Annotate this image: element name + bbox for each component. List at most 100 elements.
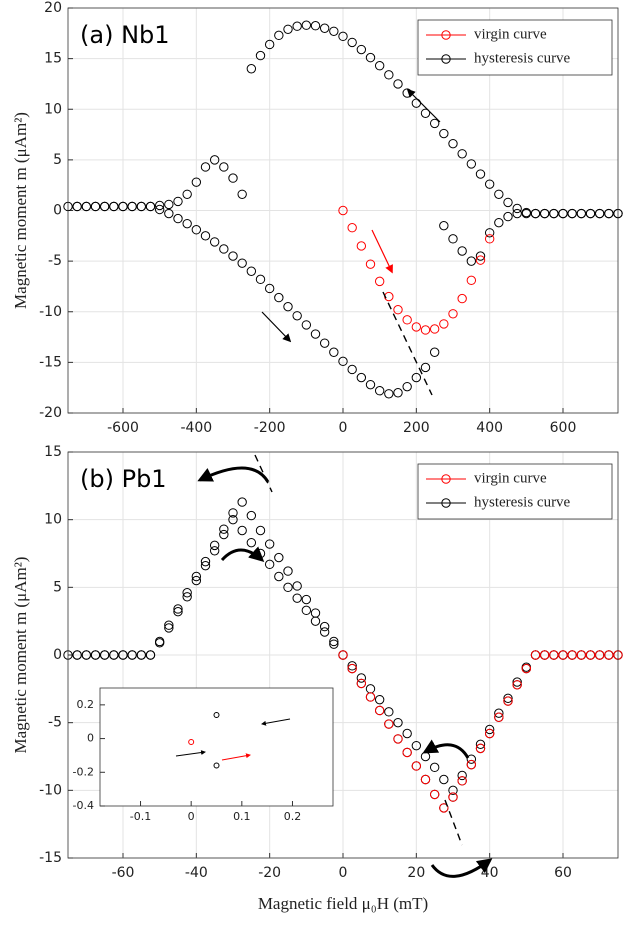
- data-point: [228, 508, 238, 518]
- legend-marker: [441, 30, 451, 40]
- data-point: [484, 724, 495, 735]
- data-point: [209, 546, 220, 556]
- data-point: [466, 159, 477, 169]
- data-point: [521, 663, 532, 674]
- data-point: [246, 266, 257, 276]
- data-point: [374, 694, 385, 705]
- data-point: [402, 381, 412, 392]
- x-tick-label: 200: [403, 420, 430, 436]
- y-tick-label: 10: [44, 512, 62, 528]
- data-point: [365, 379, 376, 390]
- data-point: [494, 712, 504, 722]
- data-point: [219, 162, 229, 172]
- data-point: [301, 594, 312, 605]
- x-tick-label: -200: [254, 420, 286, 436]
- data-point: [191, 575, 202, 586]
- data-point: [411, 372, 422, 383]
- y-tick-label: 15: [44, 51, 62, 67]
- data-point: [347, 364, 357, 375]
- legend-label: hysteresis curve: [474, 494, 571, 510]
- y-tick-label: 5: [53, 579, 62, 595]
- legend-label: virgin curve: [474, 470, 547, 486]
- data-point: [228, 514, 238, 525]
- data-point: [213, 762, 220, 769]
- arrow: [261, 311, 292, 343]
- curved-arrow: [220, 546, 265, 563]
- data-point: [283, 24, 293, 34]
- data-point: [173, 606, 183, 617]
- data-point: [118, 201, 128, 212]
- data-point: [448, 785, 458, 796]
- legend-marker: [441, 498, 451, 508]
- data-point: [457, 293, 467, 304]
- data-point: [173, 213, 183, 224]
- data-point: [310, 608, 321, 618]
- data-point: [448, 138, 458, 149]
- data-point: [576, 650, 587, 660]
- x-tick-label: 40: [481, 865, 499, 881]
- axes-frame: [67, 7, 619, 414]
- legend-label: hysteresis curve: [474, 50, 571, 66]
- y-tick-label: -0.2: [73, 765, 94, 778]
- data-point: [457, 149, 467, 159]
- data-point: [530, 650, 541, 660]
- data-point: [213, 711, 220, 718]
- data-point: [503, 211, 513, 222]
- data-point: [301, 605, 312, 616]
- data-point: [365, 259, 376, 269]
- data-point: [356, 678, 367, 689]
- panel-label: (b) Pb1: [80, 465, 167, 493]
- data-point: [301, 20, 312, 30]
- data-point: [484, 728, 495, 739]
- legend-box: [417, 19, 613, 76]
- data-point: [475, 169, 486, 179]
- data-point: [466, 754, 477, 764]
- curved-arrow: [197, 466, 270, 483]
- data-point: [402, 747, 412, 758]
- data-point: [338, 31, 348, 42]
- data-point: [429, 789, 440, 800]
- data-point: [384, 389, 394, 399]
- data-point: [90, 201, 101, 212]
- data-point: [384, 70, 394, 80]
- x-axis-label: Magnetic field μ₀H (mT): [258, 894, 428, 913]
- data-point: [90, 650, 101, 660]
- data-point: [356, 673, 367, 683]
- x-tick-label: -600: [107, 420, 139, 436]
- data-point: [136, 650, 147, 660]
- data-point: [475, 739, 486, 750]
- data-point: [319, 23, 330, 33]
- data-point: [429, 347, 440, 357]
- data-point: [72, 650, 82, 660]
- data-point: [393, 734, 403, 744]
- data-point: [347, 223, 357, 233]
- data-point: [283, 566, 293, 576]
- y-tick-label: -5: [48, 715, 62, 731]
- data-point: [164, 199, 174, 210]
- data-point: [539, 208, 550, 219]
- data-point: [567, 208, 577, 219]
- data-point: [329, 636, 339, 647]
- data-point: [219, 244, 229, 254]
- data-point: [274, 292, 284, 303]
- y-tick-label: 0.2: [77, 698, 95, 711]
- x-tick-label: 60: [554, 865, 572, 881]
- y-tick-label: 15: [44, 444, 62, 460]
- data-point: [182, 592, 192, 602]
- y-tick-label: 0: [53, 647, 62, 663]
- data-point: [338, 356, 348, 367]
- data-point: [347, 663, 357, 674]
- data-point: [310, 329, 321, 339]
- data-point: [209, 155, 220, 165]
- data-point: [439, 128, 449, 139]
- data-point: [439, 319, 449, 329]
- data-point: [127, 650, 137, 660]
- data-point: [484, 234, 495, 244]
- data-point: [356, 241, 367, 251]
- data-point: [356, 372, 367, 383]
- data-point: [255, 50, 266, 61]
- data-point: [237, 258, 247, 268]
- data-point: [512, 203, 522, 214]
- y-tick-label: -10: [39, 782, 62, 798]
